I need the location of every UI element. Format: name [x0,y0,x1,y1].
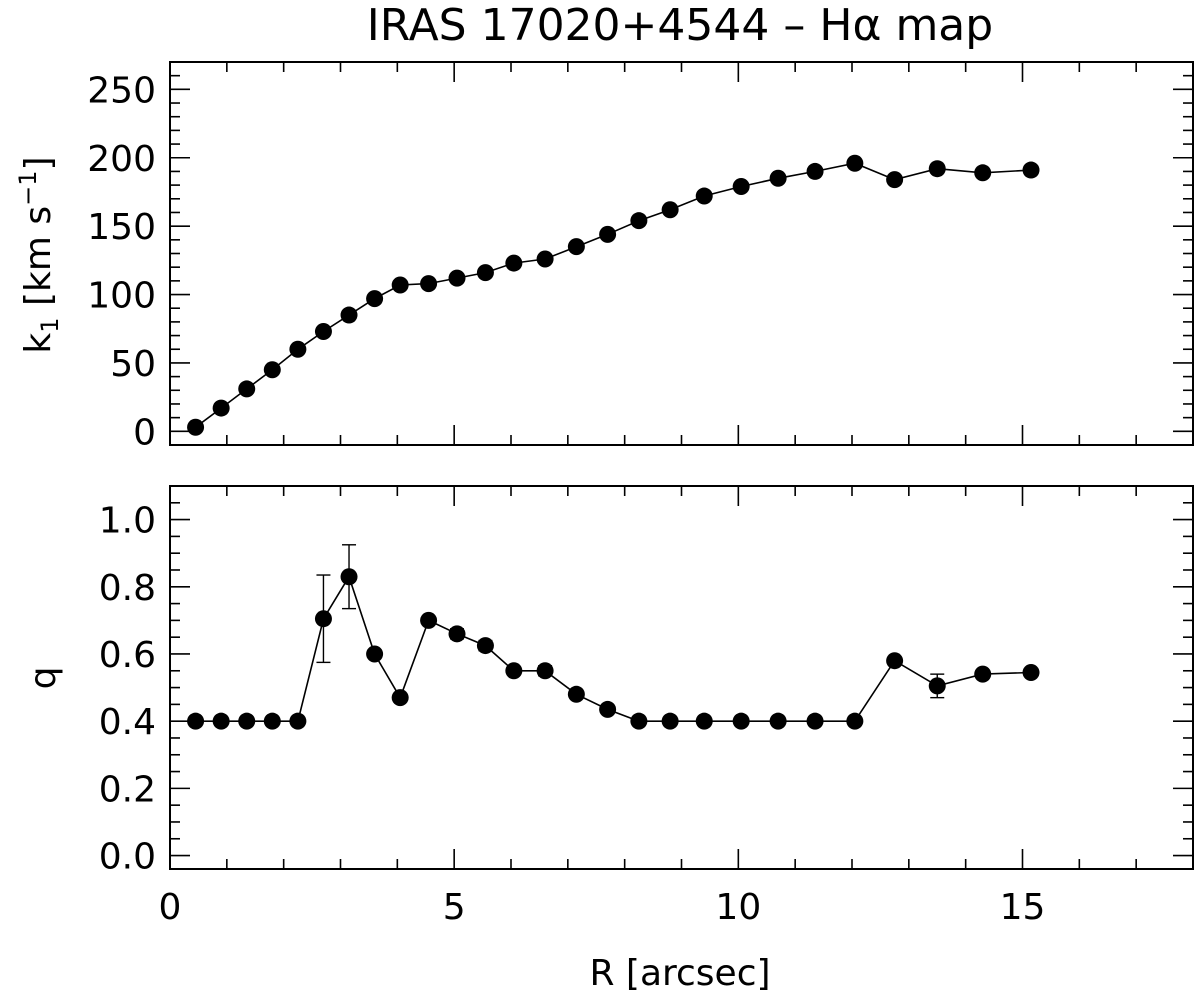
data-point [732,177,750,195]
data-point [212,399,230,417]
data-point [212,712,230,730]
series-line [195,574,1032,723]
data-point [661,201,679,219]
data-point [289,712,307,730]
data-point [974,665,992,683]
data-point [695,187,713,205]
data-point [567,685,585,703]
data-point [289,340,307,358]
data-point [599,225,617,243]
data-point [187,712,205,730]
x-tick-labels: 0 5 10 15 [159,887,1046,928]
data-point [567,238,585,256]
data-point [448,269,466,287]
x-tick-label: 15 [1000,887,1046,928]
tick-marks-bottom [169,485,1194,869]
y-tick-label: 0.8 [99,568,156,609]
data-point [448,625,466,643]
y-tick-labels-top: 0 50 100 150 200 250 [87,70,156,453]
y-tick-label: 0 [133,412,156,453]
panel-top: 0 50 100 150 200 250 k1 [km s−1] [14,61,1194,453]
tick-marks-top [169,61,1194,446]
data-point [1022,161,1040,179]
data-point [846,712,864,730]
data-point [536,662,554,680]
chart-title: IRAS 17020+4544 – Hα map [367,0,993,51]
data-point [505,662,523,680]
y-axis-label-sub: 1 [36,317,64,332]
y-tick-label: 150 [87,207,156,248]
data-point [391,276,409,294]
data-point [928,677,946,695]
data-point [476,637,494,655]
data-point [769,169,787,187]
y-tick-label: 0.6 [99,635,156,676]
y-tick-label: 0.0 [99,837,156,878]
data-point [314,610,332,628]
data-point [476,264,494,282]
plot-frame-bottom [169,485,1194,870]
data-point [536,250,554,268]
data-point [928,160,946,178]
data-point [599,700,617,718]
y-axis-label-top: k1 [km s−1] [14,156,64,353]
data-point [974,164,992,182]
data-point [806,162,824,180]
y-axis-label-unit: [km s [18,206,59,318]
x-tick-label: 5 [443,887,466,928]
panel-bottom: 0.0 0.2 0.4 0.6 0.8 1.0 0 5 10 15 q R [arcsec] [23,485,1194,994]
y-axis-label-close: ] [18,156,59,170]
data-point [695,712,713,730]
data-point [886,171,904,189]
y-tick-label: 1.0 [99,501,156,542]
data-point [263,361,281,379]
data-point [1022,663,1040,681]
data-point [340,568,358,586]
data-point [886,652,904,670]
y-tick-label: 200 [87,139,156,180]
data-point [661,712,679,730]
data-point [238,712,256,730]
y-axis-label-k: k [18,333,59,354]
x-tick-label: 0 [159,887,182,928]
series-top [187,154,1040,436]
series-line [195,162,1032,428]
y-tick-label: 250 [87,70,156,111]
data-point [420,611,438,629]
data-point [366,290,384,308]
series-bottom [187,544,1040,730]
plot-frame-top [169,61,1194,446]
data-point [806,712,824,730]
y-axis-label-bottom: q [23,667,64,690]
y-tick-label: 0.4 [99,702,156,743]
data-point [314,322,332,340]
data-point [505,254,523,272]
y-tick-label: 0.2 [99,769,156,810]
data-point [187,418,205,436]
data-point [420,275,438,293]
data-point [630,712,648,730]
data-point [340,306,358,324]
y-tick-label: 50 [110,344,156,385]
y-tick-labels-bottom: 0.0 0.2 0.4 0.6 0.8 1.0 [99,501,156,878]
y-tick-label: 100 [87,276,156,317]
data-point [630,212,648,230]
data-point [391,689,409,707]
data-point [846,154,864,172]
y-axis-label-sup: −1 [14,170,42,205]
data-point [769,712,787,730]
data-point [366,645,384,663]
x-axis-label: R [arcsec] [589,953,770,994]
x-tick-label: 10 [715,887,761,928]
data-point [732,712,750,730]
data-point [238,380,256,398]
data-point [263,712,281,730]
